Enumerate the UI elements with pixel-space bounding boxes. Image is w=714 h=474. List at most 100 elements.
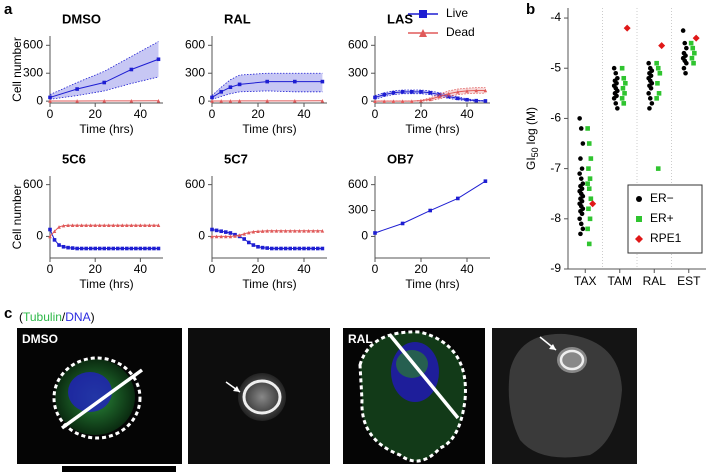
data-point [446,91,451,96]
data-point [247,240,251,245]
series-line [49,229,159,250]
x-tick-label: 20 [89,107,103,121]
x-tick-label: 0 [209,262,216,276]
data-point [237,99,242,103]
y-tick-label: 600 [348,37,368,51]
data-point [79,223,84,227]
x-tick-label: 0 [47,107,54,121]
data-point [265,246,269,250]
data-point [578,126,584,131]
data-point [156,98,161,103]
legend-marker [635,235,643,243]
data-point [400,221,405,226]
y-tick-label: 300 [348,65,368,79]
data-point [656,91,662,96]
data-point [419,90,423,94]
data-point [647,106,652,111]
y-tick-label: 300 [348,203,368,217]
data-point [48,99,52,103]
data-point [116,246,120,251]
data-point [655,65,661,71]
data-point [585,226,590,232]
x-tick-label: 0 [372,107,379,121]
data-point [382,99,386,103]
data-point [619,96,625,101]
data-point [579,166,585,171]
data-point [578,176,584,181]
chart-title: OB7 [387,151,414,166]
data-point [288,246,292,251]
data-point [586,186,592,191]
data-point [683,70,688,76]
data-point [52,229,57,234]
data-point [456,90,460,94]
data-point [129,99,134,103]
y-tick-label: 600 [185,37,205,51]
error-band [50,41,159,100]
panel-label: c [4,305,12,322]
data-point [410,90,414,94]
data-point [237,82,242,87]
data-point [116,223,120,227]
data-point [437,92,442,97]
x-tick-label: 0 [372,262,379,276]
data-point [251,243,256,247]
data-point [279,246,283,251]
data-point [265,79,269,84]
data-point [382,92,386,97]
x-axis-label: Time (hrs) [405,122,459,136]
legend-label: Dead [446,25,475,39]
spindle [559,349,585,371]
data-point [242,237,246,241]
micrograph-caption: (Tubulin/DNA) [19,310,95,324]
legend-label: ER− [650,191,674,205]
data-point [692,34,700,42]
chart-title: RAL [224,11,251,26]
data-point [474,88,478,93]
data-point [419,98,423,103]
data-point [621,75,627,81]
chart-title: 5C7 [224,151,248,166]
data-point [306,229,311,233]
legend-label: RPE1 [650,231,682,245]
x-tick-label: TAX [574,274,596,288]
data-point [224,234,228,239]
x-tick-label: 20 [251,262,265,276]
caption-part: / [62,310,66,324]
data-point [578,156,583,161]
data-point [134,223,138,227]
data-point [251,229,256,234]
y-axis-label: Cell number [10,185,24,250]
data-point [647,96,653,101]
data-point [265,229,269,233]
data-point [270,229,274,233]
data-point [75,87,79,91]
data-point [293,229,297,233]
data-point [279,229,283,233]
data-point [681,65,687,71]
legend-label: Live [446,6,468,20]
y-tick-label: 0 [198,229,205,243]
data-point [655,166,661,171]
data-point [156,246,161,251]
data-point [320,98,325,103]
data-point [613,101,619,106]
data-point [147,223,152,227]
data-point [75,223,79,227]
data-point [61,244,66,249]
data-point [620,86,626,91]
data-point [70,246,75,250]
legend-marker [636,196,642,202]
data-point [70,223,75,227]
data-point [84,223,88,227]
data-point [219,90,223,94]
data-point [428,90,432,95]
data-point [88,223,93,227]
data-point [654,96,659,101]
data-point [311,246,315,251]
x-tick-label: RAL [643,274,667,288]
data-point [293,99,297,103]
data-point [79,246,84,251]
caption-part: ( [19,310,23,324]
